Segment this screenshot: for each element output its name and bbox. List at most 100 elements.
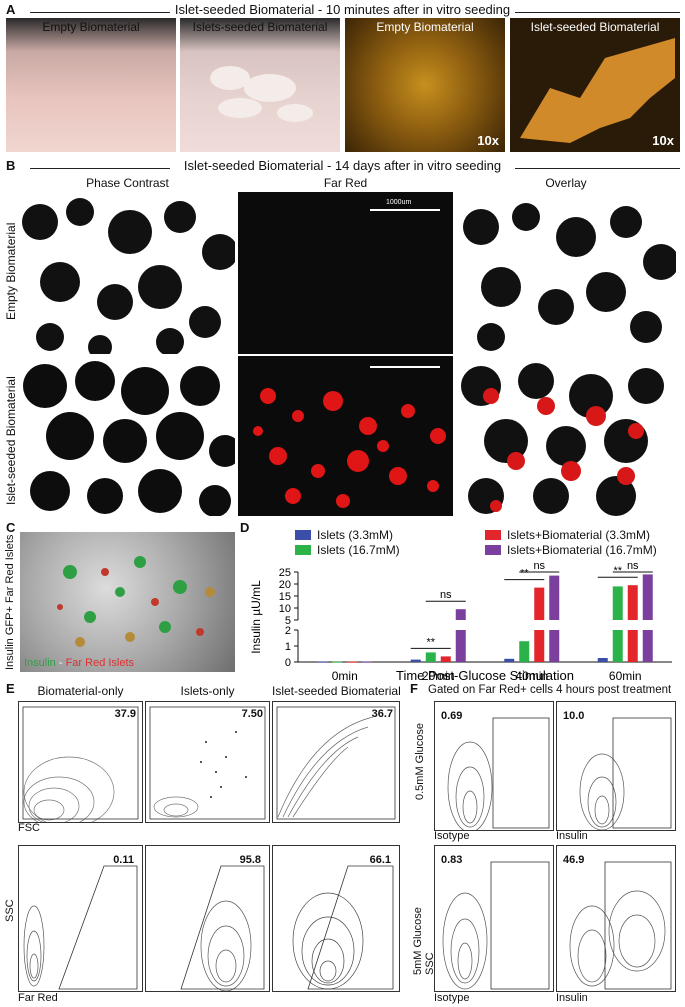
contour-f3: [442, 861, 550, 990]
panel-a-rule-left: [30, 12, 170, 13]
f-flow-1: 0.69: [434, 701, 554, 831]
contour-f4: [569, 861, 672, 990]
e-xlabel-fsc: FSC: [18, 822, 40, 834]
bar-lower: [455, 630, 466, 662]
contour-e6: [292, 865, 394, 990]
panel-c-image: Insulin - Far Red Islets: [20, 532, 235, 672]
overlay-islet-blobs: [461, 363, 664, 516]
significance-label: ns: [533, 560, 545, 572]
phase-islet-blobs: [23, 361, 235, 516]
significance-label: **: [613, 565, 622, 577]
e-col-biomaterial: Biomaterial-only: [37, 684, 124, 698]
y-tick-label: 0: [285, 657, 291, 669]
legend-label: Islets (3.3mM): [317, 528, 393, 542]
legend-swatch: [295, 530, 311, 540]
e-col-islets: Islets-only: [180, 684, 235, 698]
scale-bar: [370, 209, 440, 211]
overlay-islet-image: [456, 356, 676, 516]
bar: [332, 661, 343, 663]
col-far-red: Far Red: [323, 176, 368, 190]
gate-value: 36.7: [371, 708, 393, 720]
gate-value: 0.83: [441, 854, 463, 866]
significance-label: ns: [627, 560, 639, 572]
scale-bar-2: [370, 366, 440, 368]
bar: [317, 661, 328, 663]
row-empty-label: Empty Biomaterial: [4, 222, 18, 320]
overlay-empty-image: [456, 192, 676, 354]
y-tick-label: 1: [285, 641, 291, 653]
contour-f1: [447, 717, 550, 830]
gate-value: 10.0: [563, 710, 585, 722]
gate-value: 7.50: [241, 708, 263, 720]
gate-value: 0.11: [113, 854, 134, 866]
legend-separator: -: [55, 657, 66, 669]
e-flow-bottom-1: 0.11: [18, 845, 143, 992]
bar: [534, 587, 545, 620]
gate-value: 95.8: [239, 854, 261, 866]
overlay-empty-blobs: [463, 203, 676, 351]
contour-e5: [180, 865, 265, 991]
panel-a-rule-right: [515, 12, 680, 13]
flask-empty-title: Empty Biomaterial: [42, 20, 140, 34]
phase-empty-blobs: [22, 198, 235, 354]
farred-islet-dots: [253, 388, 446, 508]
f-row-5mM: 5mM Glucose: [412, 907, 424, 975]
farred-islet-image: [238, 356, 453, 516]
f-xlabel-isotype-1: Isotype: [434, 830, 470, 842]
bar: [642, 574, 653, 620]
y-tick-label: 20: [279, 579, 291, 591]
insulin-bar-chart: Islets (3.3mM)Islets (16.7mM) Islets+Biom…: [249, 528, 672, 682]
gate-value: 37.9: [114, 708, 136, 720]
panel-f-letter: F: [410, 681, 418, 696]
legend-label: Islets+Biomaterial (3.3mM): [507, 528, 650, 542]
farred-empty-image: 1000um: [238, 192, 453, 354]
bar: [410, 659, 421, 662]
micro-empty-title: Empty Biomaterial: [376, 20, 474, 34]
bar: [362, 661, 373, 663]
y-tick-label: 2: [285, 625, 291, 637]
phase-islet-image: [20, 356, 235, 516]
islet-mass-drawing: [520, 38, 675, 143]
contour-e3: [276, 706, 396, 820]
x-tick-label: 40min: [515, 669, 548, 682]
legend-swatch: [295, 545, 311, 555]
x-tick-label: 60min: [609, 669, 642, 682]
significance-label: **: [520, 568, 529, 580]
f-flow-2: 10.0: [556, 701, 676, 831]
micro-islets-title: Islet-seeded Biomaterial: [530, 20, 660, 34]
col-phase-contrast: Phase Contrast: [86, 176, 169, 190]
panel-b-header: Islet-seeded Biomaterial - 14 days after…: [183, 158, 502, 173]
significance-label: ns: [440, 589, 452, 601]
bar-lower: [534, 630, 545, 662]
e-flow-top-1: 37.9: [18, 701, 143, 823]
scale-bar-label: 1000um: [386, 199, 412, 206]
legend-far-red: Far Red Islets: [65, 657, 135, 669]
x-axis-label: Time Post-Glucose Stimulation: [396, 668, 574, 682]
y-axis-label: Insulin µU/mL: [249, 580, 263, 654]
e-flow-bottom-3: 66.1: [272, 845, 400, 992]
significance-label: **: [426, 636, 435, 648]
f-xlabel-isotype-2: Isotype: [434, 992, 470, 1004]
bar: [440, 656, 451, 662]
f-row-05mM: 0.5mM Glucose: [414, 722, 426, 800]
phase-empty-image: [20, 192, 235, 354]
e-col-seeded: Islet-seeded Biomaterial: [272, 684, 401, 698]
bar: [612, 586, 623, 620]
f-xlabel-insulin-2: Insulin: [556, 992, 588, 1004]
panel-b-rule-right: [515, 168, 680, 169]
bar: [597, 658, 608, 662]
bar: [425, 652, 436, 662]
legend-insulin: Insulin: [24, 657, 56, 669]
y-tick-label: 15: [279, 591, 291, 603]
flask-empty-image: Empty Biomaterial: [6, 18, 176, 152]
legend-swatch: [485, 545, 501, 555]
panel-a-letter: A: [6, 2, 16, 17]
bar: [519, 641, 530, 662]
bar: [455, 609, 466, 620]
y-tick-label: 10: [279, 603, 291, 615]
contour-f2: [579, 717, 672, 830]
gate-value: 66.1: [369, 854, 391, 866]
islet-clusters-drawing: [210, 66, 313, 122]
bar: [549, 575, 560, 620]
legend-swatch: [485, 530, 501, 540]
